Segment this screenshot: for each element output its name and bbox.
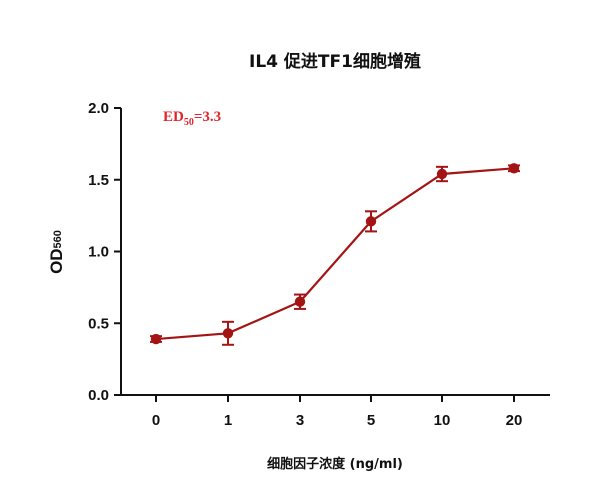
- ed50-annotation: ED50=3.3: [163, 109, 221, 128]
- chart-title: IL4 促进TF1细胞增殖: [249, 51, 421, 72]
- y-axis-label-main: OD: [47, 248, 66, 274]
- y-axis-label-subscript: 560: [52, 230, 64, 248]
- y-tick-label: 1.0: [88, 244, 109, 261]
- y-tick-label: 0.0: [88, 387, 109, 404]
- y-tick-label: 0.5: [88, 315, 109, 332]
- x-tick-label: 3: [296, 412, 304, 429]
- data-point: [150, 333, 162, 345]
- x-tick-label: 5: [367, 412, 375, 429]
- x-axis-label: 细胞因子浓度 (ng/ml): [267, 456, 403, 472]
- data-point: [508, 163, 520, 174]
- series-line: [155, 167, 515, 341]
- x-tick-label: 20: [506, 412, 523, 429]
- y-axis-label: OD560: [47, 230, 66, 274]
- y-ticks: 0.0 0.5 1.0 1.5 2.0: [88, 100, 121, 404]
- ed50-annotation-value: =3.3: [194, 109, 221, 125]
- y-tick-label: 1.5: [88, 172, 109, 189]
- series-layer: [150, 163, 520, 346]
- ed50-annotation-main: ED: [163, 109, 184, 125]
- x-tick-label: 0: [152, 412, 160, 429]
- y-tick-label: 2.0: [88, 100, 109, 117]
- data-point: [436, 168, 448, 180]
- data-point: [294, 296, 306, 307]
- x-tick-label: 10: [434, 412, 451, 429]
- x-tick-label: 1: [224, 412, 232, 429]
- data-point: [222, 328, 234, 339]
- ed50-annotation-subscript: 50: [184, 117, 194, 128]
- x-ticks: 0 1 3 5 10 20: [152, 395, 523, 429]
- data-point: [365, 216, 377, 227]
